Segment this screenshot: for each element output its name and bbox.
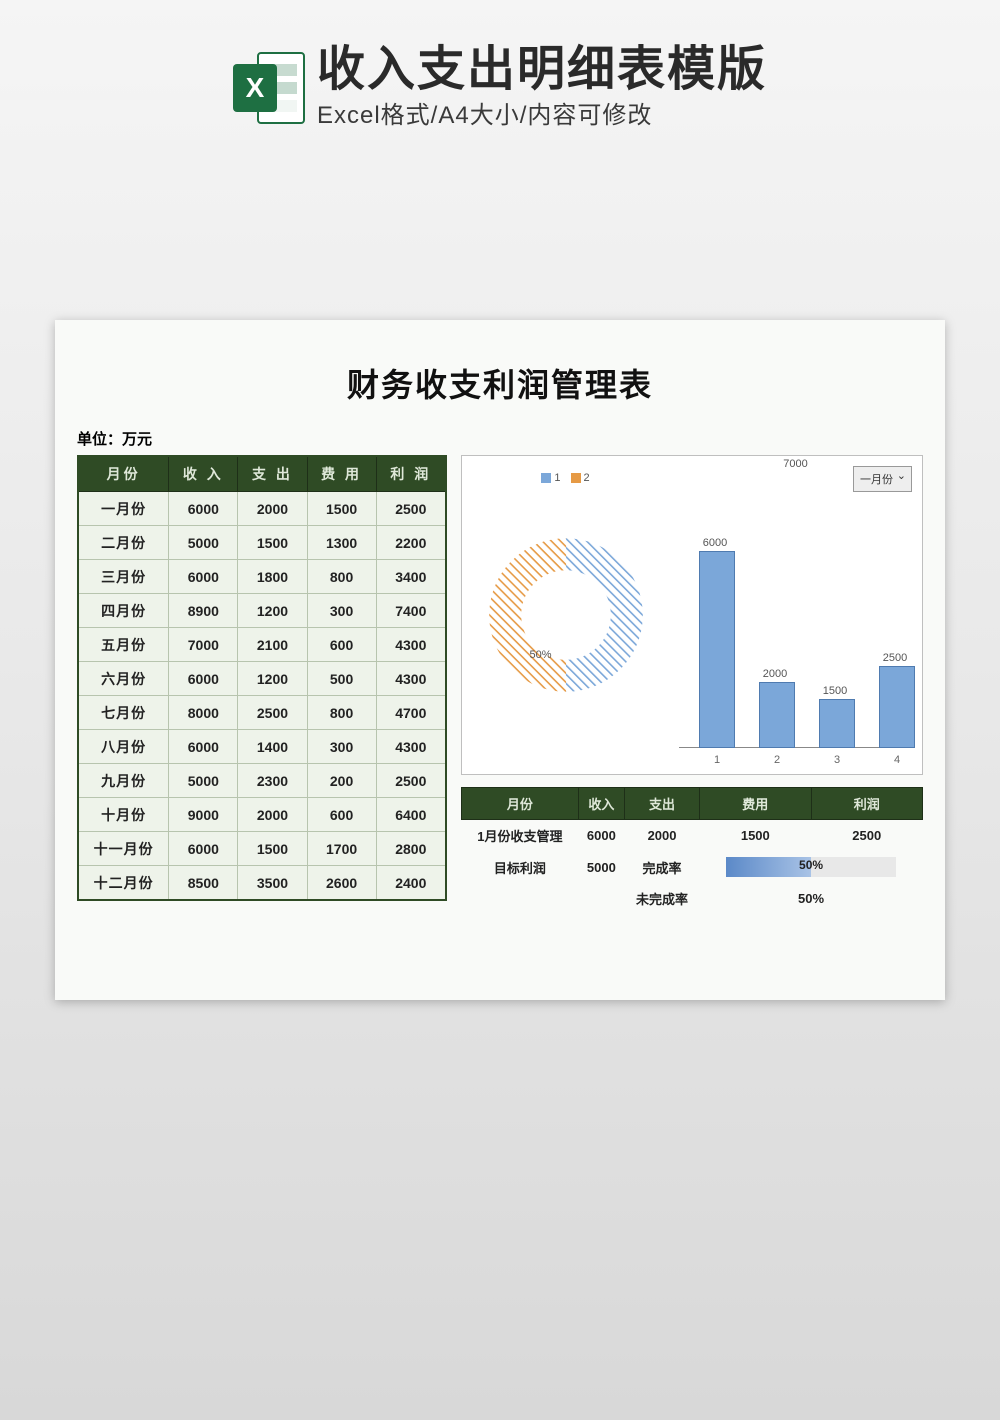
table-row: 一月份6000200015002500 bbox=[78, 492, 446, 526]
bar-chart: 一月份 7000 6000200015002500 1234 bbox=[669, 456, 922, 774]
table-row: 七月份800025008004700 bbox=[78, 696, 446, 730]
excel-icon: X bbox=[233, 52, 305, 124]
completion-bar: 50% bbox=[726, 857, 896, 877]
table-row: 六月份600012005004300 bbox=[78, 662, 446, 696]
summary-header: 利润 bbox=[811, 788, 922, 820]
table-row: 二月份5000150013002200 bbox=[78, 526, 446, 560]
summary-header: 月份 bbox=[462, 788, 579, 820]
table-row: 九月份500023002002500 bbox=[78, 764, 446, 798]
summary-header: 支出 bbox=[624, 788, 699, 820]
bar bbox=[699, 551, 735, 748]
summary-table: 月份收入支出费用利润 1月份收支管理6000200015002500 目标利润5… bbox=[461, 787, 923, 914]
main-table: 月份收 入支 出费 用利 润 一月份6000200015002500二月份500… bbox=[77, 455, 447, 901]
table-header: 利 润 bbox=[376, 456, 446, 492]
donut-chart: 1 2 50% bbox=[462, 456, 669, 774]
bar bbox=[819, 699, 855, 748]
table-row: 四月份890012003007400 bbox=[78, 594, 446, 628]
sheet-title: 财务收支利润管理表 bbox=[77, 360, 923, 406]
unit-label: 单位：万元 bbox=[77, 428, 923, 449]
table-row: 五月份700021006004300 bbox=[78, 628, 446, 662]
table-row: 八月份600014003004300 bbox=[78, 730, 446, 764]
table-row: 十二月份8500350026002400 bbox=[78, 866, 446, 901]
donut-center-label: 50% bbox=[530, 649, 552, 661]
page-header: X 收入支出明细表模版 Excel格式/A4大小/内容可修改 bbox=[0, 0, 1000, 150]
summary-panel: 月份收入支出费用利润 1月份收支管理6000200015002500 目标利润5… bbox=[461, 787, 923, 914]
bar bbox=[759, 682, 795, 748]
summary-header: 收入 bbox=[578, 788, 624, 820]
table-header: 收 入 bbox=[169, 456, 238, 492]
bar bbox=[879, 666, 915, 748]
page-title: 收入支出明细表模版 bbox=[317, 45, 767, 95]
charts-panel: 1 2 50% 一月份 7000 6000200015002500 bbox=[461, 455, 923, 775]
table-header: 月份 bbox=[78, 456, 169, 492]
worksheet: 财务收支利润管理表 单位：万元 月份收 入支 出费 用利 润 一月份600020… bbox=[55, 320, 945, 1000]
table-row: 三月份600018008003400 bbox=[78, 560, 446, 594]
table-row: 十月份900020006006400 bbox=[78, 798, 446, 832]
table-header: 支 出 bbox=[238, 456, 307, 492]
table-row: 十一月份6000150017002800 bbox=[78, 832, 446, 866]
summary-header: 费用 bbox=[700, 788, 811, 820]
page-subtitle: Excel格式/A4大小/内容可修改 bbox=[317, 95, 767, 130]
table-header: 费 用 bbox=[307, 456, 376, 492]
donut-legend: 1 2 bbox=[541, 472, 589, 484]
